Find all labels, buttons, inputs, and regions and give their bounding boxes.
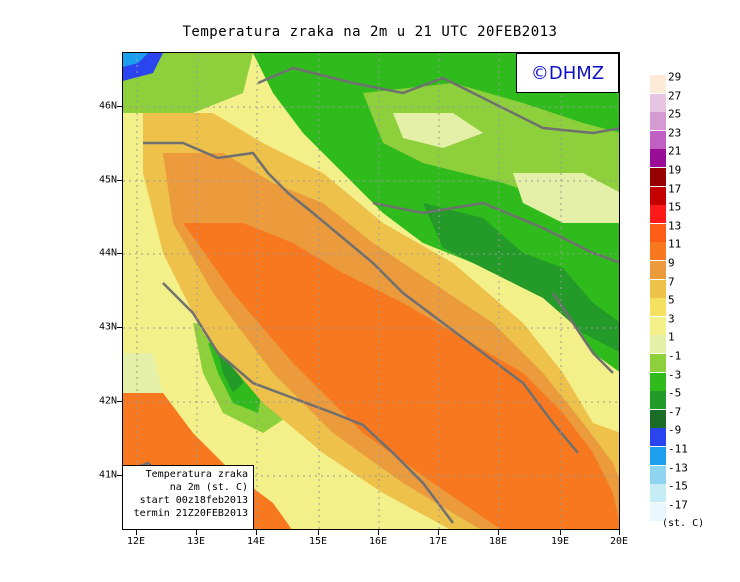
legend-swatch — [650, 502, 666, 521]
legend-label: -15 — [668, 479, 688, 493]
lon-label: 20E — [609, 536, 629, 547]
lon-tick — [196, 530, 197, 535]
legend-unit: (st. C) — [662, 518, 705, 529]
legend-swatch — [650, 298, 666, 317]
lat-tick — [117, 106, 122, 107]
lon-tick — [619, 530, 620, 535]
lon-label: 15E — [308, 536, 328, 547]
lat-label: 46N — [98, 100, 117, 112]
info-line-2: na 2m (st. C) — [169, 482, 248, 493]
legend-swatch — [650, 112, 666, 131]
lon-tick — [256, 530, 257, 535]
legend-label: -3 — [668, 368, 682, 382]
lat-tick — [117, 401, 122, 402]
legend-label: -11 — [668, 442, 688, 456]
legend-label: 15 — [668, 200, 682, 214]
legend-swatch — [650, 149, 666, 168]
info-line-3: start 00z18feb2013 — [139, 495, 248, 506]
lon-tick — [560, 530, 561, 535]
legend-label: 27 — [668, 89, 682, 103]
legend-swatch — [650, 391, 666, 410]
lat-tick — [117, 180, 122, 181]
legend-swatch — [650, 428, 666, 447]
legend-label: 17 — [668, 182, 682, 196]
legend-label: -17 — [668, 498, 688, 512]
legend-label: -9 — [668, 423, 682, 437]
legend-label: 19 — [668, 163, 682, 177]
legend-swatch — [650, 484, 666, 503]
lon-tick — [136, 530, 137, 535]
legend-swatch — [650, 261, 666, 279]
legend-swatch — [650, 447, 666, 465]
legend-swatch — [650, 168, 666, 186]
legend-swatch — [650, 335, 666, 354]
lon-label: 12E — [126, 536, 146, 547]
legend-label: 3 — [668, 312, 675, 326]
legend-swatch — [650, 316, 666, 335]
lon-label: 16E — [368, 536, 388, 547]
lon-label: 13E — [186, 536, 206, 547]
legend-label: 25 — [668, 107, 682, 121]
lat-tick — [117, 327, 122, 328]
legend-swatch — [650, 223, 666, 242]
legend-swatch — [650, 130, 666, 149]
lat-label: 45N — [98, 174, 117, 186]
legend-swatch — [650, 75, 666, 93]
map-title: Temperatura zraka na 2m u 21 UTC 20FEB20… — [182, 24, 558, 40]
info-line-4: termin 21Z20FEB2013 — [133, 508, 248, 519]
lat-label: 41N — [98, 469, 117, 481]
temperature-field — [123, 53, 619, 529]
legend-label: -5 — [668, 386, 682, 400]
legend-label: 5 — [668, 293, 675, 307]
legend-swatch — [650, 409, 666, 428]
lat-label: 42N — [98, 395, 117, 407]
legend-swatch — [650, 205, 666, 224]
legend-label: 7 — [668, 275, 675, 289]
lon-tick — [498, 530, 499, 535]
legend-label: 11 — [668, 237, 682, 251]
legend-swatch — [650, 93, 666, 112]
lon-tick — [438, 530, 439, 535]
legend-swatch — [650, 354, 666, 372]
legend-label: 23 — [668, 126, 682, 140]
lon-label: 18E — [488, 536, 508, 547]
legend-label: 13 — [668, 219, 682, 233]
lat-tick — [117, 475, 122, 476]
legend-swatch — [650, 242, 666, 261]
lon-tick — [318, 530, 319, 535]
lon-label: 17E — [428, 536, 448, 547]
lon-label: 19E — [550, 536, 570, 547]
lon-label: 14E — [246, 536, 266, 547]
lon-tick — [378, 530, 379, 535]
lat-label: 43N — [98, 321, 117, 333]
temperature-map — [122, 52, 620, 530]
legend-label: -1 — [668, 349, 682, 363]
legend-label: 21 — [668, 144, 682, 158]
legend-swatch — [650, 372, 666, 391]
lat-tick — [117, 253, 122, 254]
legend-label: 29 — [668, 70, 682, 84]
legend-label: 9 — [668, 256, 675, 270]
lat-label: 44N — [98, 247, 117, 259]
legend-swatch — [650, 465, 666, 484]
legend-swatch — [650, 186, 666, 205]
legend-label: -7 — [668, 405, 682, 419]
info-box: Temperatura zraka na 2m (st. C) start 00… — [122, 465, 254, 530]
legend-label: 1 — [668, 330, 675, 344]
legend-swatch — [650, 279, 666, 298]
legend-label: -13 — [668, 461, 688, 475]
dhmz-watermark: ©DHMZ — [516, 53, 619, 93]
info-line-1: Temperatura zraka — [145, 469, 248, 480]
